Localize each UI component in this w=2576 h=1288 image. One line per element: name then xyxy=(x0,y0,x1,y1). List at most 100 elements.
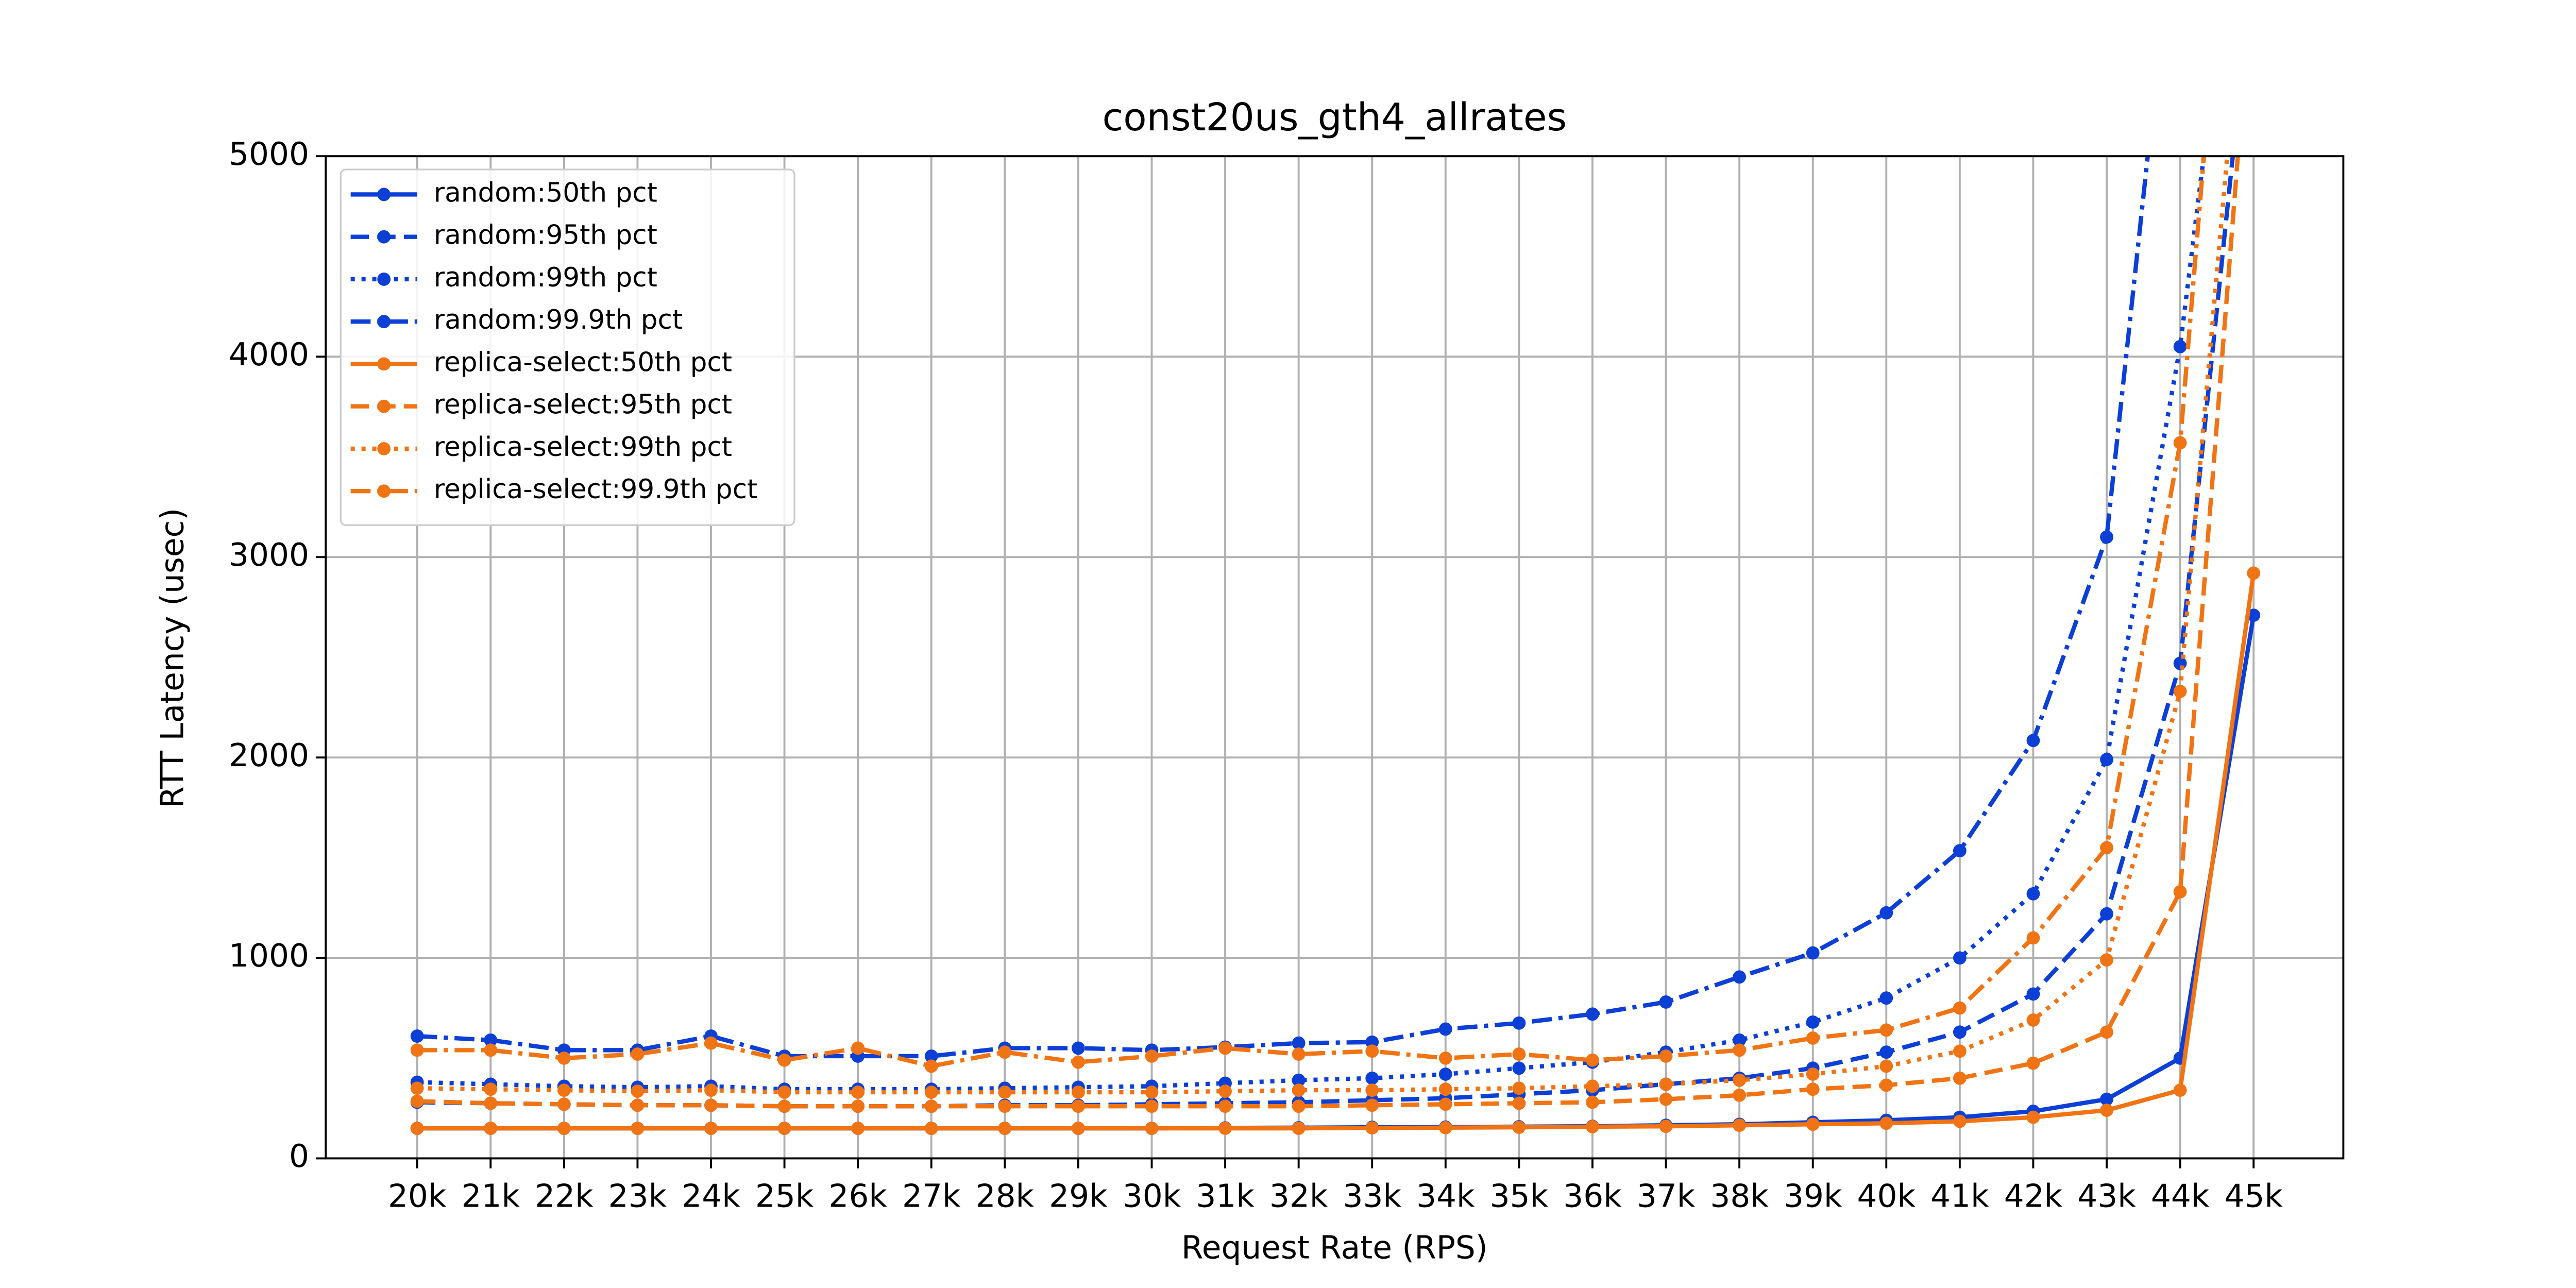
legend-marker xyxy=(377,484,391,498)
legend-label: replica-select:99.9th pct xyxy=(434,474,757,505)
data-point xyxy=(2026,987,2040,1001)
data-point xyxy=(1586,1095,1599,1109)
data-point xyxy=(1659,1120,1673,1133)
data-point xyxy=(1438,1067,1452,1081)
data-point xyxy=(1659,1092,1673,1106)
data-point xyxy=(1218,1084,1232,1098)
lines xyxy=(410,156,2261,1135)
y-tick-label: 3000 xyxy=(229,537,309,573)
series-line xyxy=(417,156,2230,1095)
data-point xyxy=(1879,1059,1893,1073)
data-point xyxy=(410,1043,424,1057)
data-point xyxy=(1292,1122,1306,1135)
data-point xyxy=(1365,1044,1379,1058)
data-point xyxy=(998,1122,1012,1135)
data-point xyxy=(998,1086,1012,1099)
data-point xyxy=(851,1099,865,1113)
data-point xyxy=(777,1053,791,1067)
data-point xyxy=(1879,1116,1893,1130)
data-point xyxy=(1879,1078,1893,1092)
data-point xyxy=(1512,1047,1526,1061)
legend-label: random:99.9th pct xyxy=(434,304,683,335)
legend-label: random:50th pct xyxy=(434,177,657,208)
data-point xyxy=(484,1082,498,1096)
data-point xyxy=(1953,1001,1967,1015)
data-point xyxy=(1733,1033,1747,1047)
data-point xyxy=(2173,436,2187,450)
legend-label: random:95th pct xyxy=(434,220,657,251)
data-point xyxy=(924,1049,938,1063)
data-point xyxy=(2100,1025,2113,1039)
x-tick-label: 20k xyxy=(388,1178,447,1214)
data-point xyxy=(1072,1099,1085,1113)
data-point xyxy=(2026,1110,2040,1124)
data-point xyxy=(1365,1083,1379,1097)
x-tick-label: 36k xyxy=(1563,1178,1622,1214)
data-point xyxy=(777,1086,791,1099)
data-point xyxy=(410,1029,424,1043)
data-point xyxy=(1586,1053,1599,1067)
data-point xyxy=(2100,953,2113,967)
data-point xyxy=(1292,1083,1306,1097)
legend-marker xyxy=(377,315,391,329)
data-point xyxy=(2026,1013,2040,1027)
data-point xyxy=(1145,1122,1159,1135)
data-point xyxy=(1365,1121,1379,1135)
data-point xyxy=(1733,1118,1747,1132)
data-point xyxy=(410,1081,424,1095)
data-point xyxy=(484,1122,498,1135)
data-point xyxy=(1365,1098,1379,1112)
data-point xyxy=(2100,530,2113,544)
data-point xyxy=(2100,1104,2113,1117)
data-point xyxy=(704,1122,718,1135)
data-point xyxy=(1292,1047,1306,1061)
data-point xyxy=(1806,1082,1820,1096)
data-point xyxy=(631,1047,645,1061)
legend-label: replica-select:95th pct xyxy=(434,389,732,420)
legend-label: random:99th pct xyxy=(434,262,657,293)
data-point xyxy=(2026,734,2040,748)
x-tick-label: 37k xyxy=(1637,1178,1696,1214)
data-point xyxy=(924,1086,938,1099)
data-point xyxy=(1218,1122,1232,1135)
data-point xyxy=(1292,1036,1306,1050)
data-point xyxy=(1292,1073,1306,1087)
y-tick-label: 0 xyxy=(289,1138,309,1175)
x-tick-label: 40k xyxy=(1857,1178,1916,1214)
data-point xyxy=(1438,1051,1452,1065)
data-point xyxy=(998,1099,1012,1113)
x-tick-label: 41k xyxy=(1930,1178,1989,1214)
x-tick-label: 21k xyxy=(462,1178,520,1214)
data-point xyxy=(2026,1056,2040,1070)
data-point xyxy=(1438,1082,1452,1096)
data-point xyxy=(777,1099,791,1113)
series-line xyxy=(417,156,2240,1109)
x-tick-label: 45k xyxy=(2224,1178,2283,1214)
data-point xyxy=(1879,1023,1893,1037)
x-tick-label: 39k xyxy=(1784,1178,1842,1214)
data-point xyxy=(1879,991,1893,1005)
data-point xyxy=(1806,1031,1820,1045)
series-line xyxy=(417,156,2150,1059)
data-point xyxy=(410,1122,424,1135)
axes: 0 1000 2000 3000 4000 5000 20k 21k 22k 23k 24k 25k 2… xyxy=(229,136,2283,1215)
data-point xyxy=(2100,753,2113,767)
data-point xyxy=(851,1122,865,1135)
data-point xyxy=(1145,1099,1159,1113)
data-point xyxy=(1512,1061,1526,1075)
x-tick-label: 34k xyxy=(1416,1178,1475,1214)
data-point xyxy=(1879,1045,1893,1059)
data-point xyxy=(924,1099,938,1113)
data-point xyxy=(1218,1041,1232,1055)
legend-marker xyxy=(377,188,391,201)
data-point xyxy=(410,1094,424,1108)
data-point xyxy=(1512,1081,1526,1095)
data-point xyxy=(1733,1088,1747,1102)
data-point xyxy=(1953,844,1967,858)
data-point xyxy=(2100,1092,2113,1106)
data-point xyxy=(2173,885,2187,899)
data-point xyxy=(1953,1114,1967,1128)
x-tick-label: 27k xyxy=(902,1178,961,1214)
